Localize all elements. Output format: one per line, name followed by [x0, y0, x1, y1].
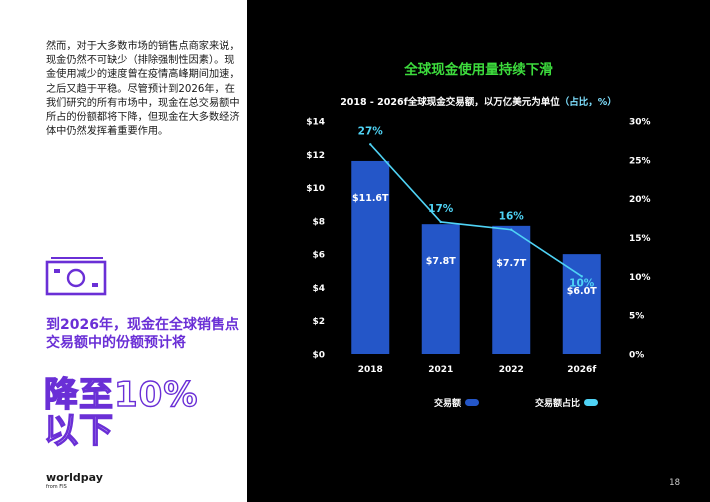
- cash-icon: [45, 257, 107, 296]
- y-left-tick-label: $2: [312, 317, 325, 327]
- logo-sub: from FIS: [46, 484, 67, 490]
- x-tick-label: 2022: [499, 365, 524, 375]
- legend-bar-swatch: [465, 399, 479, 406]
- y-right-tick-label: 25%: [629, 156, 651, 166]
- share-value-label: 27%: [358, 125, 384, 137]
- x-tick-label: 2018: [358, 365, 383, 375]
- x-tick-label: 2026f: [567, 365, 596, 375]
- legend-line-swatch: [584, 399, 598, 406]
- y-left-tick-label: $12: [306, 151, 325, 161]
- y-left-tick-label: $0: [312, 351, 325, 361]
- big-figure: 降至10% 以下: [43, 375, 244, 451]
- y-right-tick-label: 30%: [629, 118, 651, 128]
- share-point: [369, 143, 372, 146]
- y-left-tick-label: $10: [306, 184, 325, 194]
- y-left-tick-label: $8: [312, 217, 325, 227]
- y-right-tick-label: 20%: [629, 195, 651, 205]
- y-left-tick-label: $6: [312, 251, 325, 261]
- chart-subtitle: 2018 - 2026f全球现金交易额，以万亿美元为单位（占比，%）: [247, 94, 710, 108]
- share-value-label: 17%: [428, 203, 454, 215]
- page-number: 18: [669, 478, 680, 488]
- share-point: [439, 220, 442, 224]
- legend-line-label: 交易额占比: [535, 397, 580, 409]
- x-tick-label: 2021: [428, 365, 453, 375]
- chart-subtitle-main: 2018 - 2026f全球现金交易额，以万亿美元为单位: [340, 97, 560, 108]
- body-paragraph: 然而，对于大多数市场的销售点商家来说，现金仍然不可缺少（排除强制性因素）。现金使…: [46, 41, 240, 138]
- y-right-tick-label: 15%: [629, 234, 651, 244]
- big-figure-line-2: 以下: [43, 411, 114, 451]
- cash-usage-chart: $0 $2 $4 $6 $8 $10 $12 $14 0% 5% 10% 15% 20% 25% 30% $1…: [306, 118, 651, 410]
- chart-title: 全球现金使用量持续下滑: [404, 62, 553, 78]
- worldpay-logo: worldpay from FIS: [46, 471, 103, 491]
- logo-main: worldpay: [46, 471, 103, 484]
- bar-value-label: $6.0T: [567, 286, 597, 297]
- y-right-tick-label: 10%: [629, 273, 651, 283]
- share-line: [369, 143, 583, 278]
- chart-subtitle-paren: （占比，%）: [559, 97, 617, 108]
- bar: [421, 224, 460, 354]
- share-point: [580, 275, 583, 278]
- share-value-label: 16%: [499, 211, 525, 223]
- headline: 到2026年，现金在全球销售点交易额中的份额预计将: [46, 317, 239, 351]
- bar: [492, 225, 531, 354]
- y-left-tick-label: $14: [306, 118, 325, 128]
- y-right-tick-label: 5%: [629, 312, 644, 322]
- legend-bar-label: 交易额: [434, 397, 461, 409]
- left-panel: 然而，对于大多数市场的销售点商家来说，现金仍然不可缺少（排除强制性因素）。现金使…: [0, 0, 247, 502]
- bar: [351, 160, 390, 354]
- big-figure-line-1: 降至10%: [43, 375, 199, 415]
- y-left-tick-label: $4: [312, 284, 325, 294]
- right-panel: [247, 0, 710, 502]
- share-point: [510, 228, 513, 231]
- y-right-tick-label: 0%: [629, 351, 644, 361]
- bar-value-label: $7.8T: [426, 256, 456, 267]
- bar-value-label: $11.6T: [352, 193, 389, 204]
- bar: [562, 254, 601, 354]
- bar-value-label: $7.7T: [496, 258, 526, 269]
- share-value-label: 10%: [569, 277, 595, 289]
